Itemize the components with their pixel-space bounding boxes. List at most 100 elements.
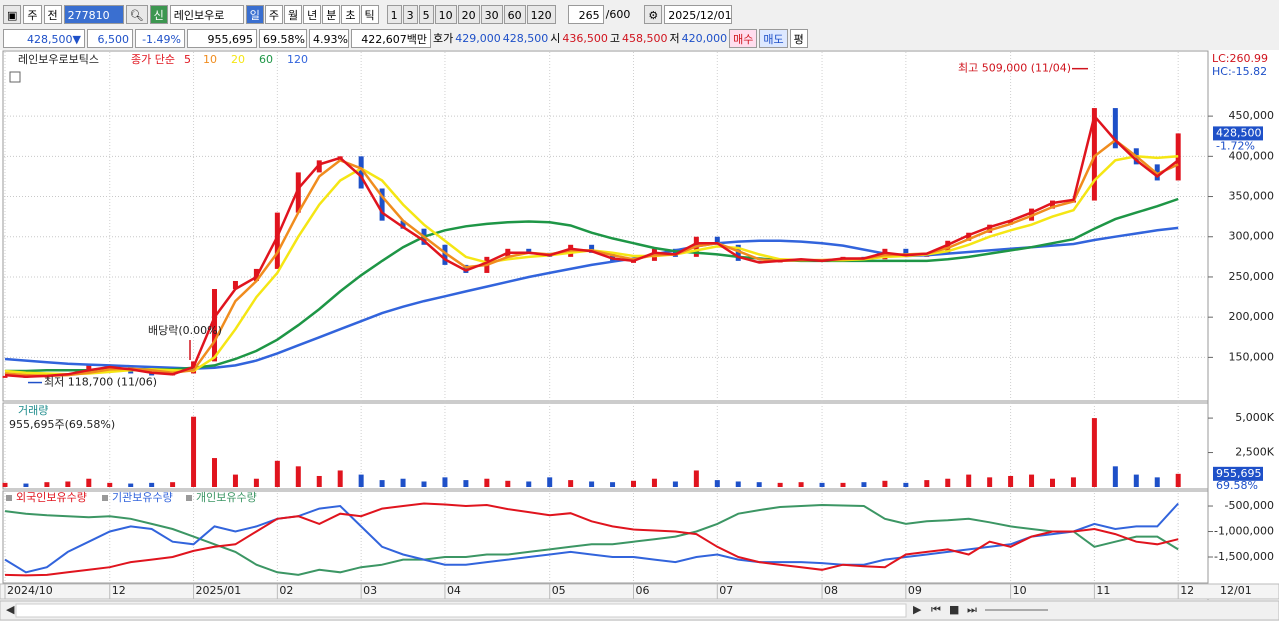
scroll-btn[interactable]: ■ xyxy=(949,603,959,616)
legend-swatch xyxy=(6,495,12,501)
count-btn[interactable]: 3 xyxy=(402,4,418,24)
change-pct: -1.49% xyxy=(135,28,185,48)
legend-entry: 120 xyxy=(287,53,308,66)
interval-btn[interactable]: 주 xyxy=(264,4,283,24)
candle xyxy=(274,212,280,269)
candle xyxy=(589,244,595,253)
interval-btn[interactable]: 분 xyxy=(322,4,341,24)
legend-entry: 10 xyxy=(203,53,217,66)
mode[interactable]: 전 xyxy=(43,4,62,24)
x-tick-label: 04 xyxy=(447,584,461,597)
volume-bar xyxy=(295,466,301,487)
buy-btn[interactable]: 매수 xyxy=(729,28,758,48)
annotation: 배당락(0.00%) xyxy=(148,324,222,337)
volume-bar xyxy=(191,416,197,487)
annotation: 최저 118,700 (11/06) xyxy=(44,376,157,389)
interval-btn[interactable]: 일 xyxy=(245,4,264,24)
turnover: 4.93% xyxy=(309,28,349,48)
volume-bar xyxy=(1091,418,1097,487)
volume-bar xyxy=(232,474,238,487)
volume-bar xyxy=(547,477,553,487)
volume-bar xyxy=(379,480,385,487)
volume-bar xyxy=(777,482,783,487)
candle xyxy=(358,156,364,189)
date-input[interactable]: 2025/12/01 xyxy=(664,4,733,24)
x-tick-label: 2024/10 xyxy=(7,584,53,597)
legend-entry: 60 xyxy=(259,53,273,66)
x-tick-label: 02 xyxy=(279,584,293,597)
volume-bar xyxy=(861,482,867,487)
interval-btn[interactable]: 초 xyxy=(341,4,360,24)
legend-entry: 외국인보유수량 xyxy=(16,491,87,504)
eval-btn[interactable]: 평 xyxy=(789,28,808,48)
x-end-label: 12/01 xyxy=(1220,584,1252,597)
interval-btn[interactable]: 월 xyxy=(284,4,303,24)
sell-btn[interactable]: 매도 xyxy=(759,28,788,48)
visible-bars[interactable]: 265 xyxy=(567,4,604,24)
interval-btn[interactable]: 틱 xyxy=(360,4,379,24)
candle xyxy=(966,232,972,241)
y-tick-label: 350,000 xyxy=(1229,190,1275,203)
interval-btn[interactable]: 년 xyxy=(303,4,322,24)
stock-name: 레인보우로 xyxy=(169,4,244,24)
y-tick-label: 200,000 xyxy=(1229,310,1275,323)
scroll-btn[interactable]: ▶ xyxy=(913,603,922,616)
annotation: 최고 509,000 (11/04) xyxy=(958,62,1071,75)
count-btn[interactable]: 1 xyxy=(386,4,402,24)
legend-swatch xyxy=(102,495,108,501)
total-bars: /600 xyxy=(605,7,631,21)
x-tick-label: 06 xyxy=(636,584,650,597)
legend-entry: 개인보유수량 xyxy=(196,491,257,504)
count-btn[interactable]: 5 xyxy=(418,4,434,24)
legend-entry: 기관보유수량 xyxy=(112,491,173,504)
count-btn[interactable]: 30 xyxy=(480,4,503,24)
x-tick-label: 12 xyxy=(112,584,126,597)
hc-label: HC:-15.82 xyxy=(1212,65,1267,78)
count-btn[interactable]: 120 xyxy=(526,4,556,24)
volume-bar xyxy=(693,470,699,487)
volume-bar xyxy=(610,482,616,487)
volume-bar xyxy=(86,478,92,487)
y-tick-label: -1,000,000 xyxy=(1214,525,1274,538)
y-tick-label: 250,000 xyxy=(1229,270,1275,283)
x-tick-label: 07 xyxy=(719,584,733,597)
volume-bar xyxy=(756,482,762,487)
scroll-btn[interactable]: ⏭ xyxy=(967,603,977,616)
volume-bar xyxy=(1008,475,1014,487)
count-btn[interactable]: 60 xyxy=(503,4,526,24)
candle xyxy=(903,248,909,257)
count-btn[interactable]: 20 xyxy=(457,4,480,24)
legend-entry: 20 xyxy=(231,53,245,66)
volume-bar xyxy=(212,458,217,487)
volume-bar xyxy=(1029,474,1035,487)
search-btn[interactable]: 🔍︎ xyxy=(125,4,148,24)
x-tick-label: 05 xyxy=(552,584,566,597)
last-tag xyxy=(1213,126,1263,141)
scroll-btn[interactable]: ⏮ xyxy=(931,603,941,616)
candle xyxy=(442,244,448,265)
volume-bar xyxy=(400,478,406,487)
volume-bar xyxy=(23,483,29,487)
volume-bar xyxy=(65,481,71,487)
period-type[interactable]: 주 xyxy=(23,4,42,24)
volume-bar xyxy=(107,482,113,487)
menu-btn[interactable]: ▣ xyxy=(3,4,22,24)
volume-bar xyxy=(1070,477,1076,487)
candle xyxy=(295,172,301,213)
candle xyxy=(232,280,238,290)
tool-btn[interactable]: ⚙ xyxy=(644,4,663,24)
low: 420,000 xyxy=(681,31,728,45)
volume-bar xyxy=(714,480,720,487)
amount: 422,607백만 xyxy=(351,28,431,48)
y-tick-label: 150,000 xyxy=(1229,350,1275,363)
count-btn[interactable]: 10 xyxy=(434,4,457,24)
x-tick-label: 10 xyxy=(1013,584,1027,597)
y-tick-label: 450,000 xyxy=(1229,109,1275,122)
legend-label: 종가 단순 xyxy=(131,53,175,66)
code-input[interactable]: 277810 xyxy=(63,4,124,24)
y-tick-label: -500,000 xyxy=(1225,499,1274,512)
